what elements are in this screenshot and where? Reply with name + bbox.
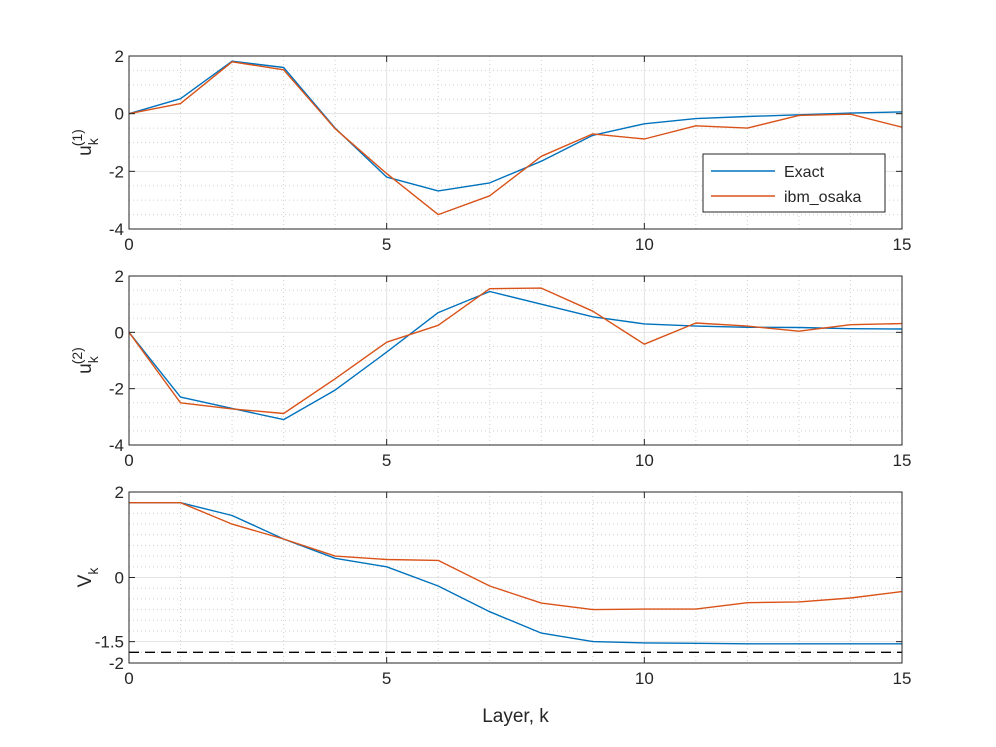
y-tick-label: 2 — [115, 47, 124, 66]
series-line-ibm-osaka — [129, 502, 903, 611]
ylabel-u1: uk(1) — [69, 129, 101, 156]
series-u2 — [128, 287, 903, 421]
ticks-u2: 0 5 10 15 -4 -2 0 2 — [109, 267, 912, 470]
series-line-exact — [129, 502, 902, 645]
legend: Exact ibm_osaka — [702, 153, 886, 213]
x-tick-label: 5 — [382, 669, 391, 688]
legend-label-ibm-osaka: ibm_osaka — [784, 189, 861, 206]
x-tick-label: 0 — [124, 451, 133, 470]
series-line-exact — [128, 290, 903, 421]
y-tick-label: -4 — [109, 436, 124, 455]
y-tick-label: 0 — [115, 105, 124, 124]
x-tick-label: 5 — [382, 235, 391, 254]
subplot-u1: 0 5 10 15 -4 -2 0 2 uk(1) Exact ibm_osaka — [69, 47, 911, 254]
x-tick-label: 10 — [635, 451, 654, 470]
y-tick-label: 2 — [115, 267, 124, 286]
y-tick-label: 0 — [115, 323, 124, 342]
series-v — [129, 502, 903, 654]
ylabel-u2: uk(2) — [69, 347, 101, 374]
series-line-exact — [128, 60, 903, 192]
x-axis-label: Layer, k — [482, 706, 549, 727]
series-line-ibm-osaka — [128, 287, 903, 415]
ticks-v: 0 5 10 15-2-1.502 — [95, 483, 912, 688]
x-tick-label: 15 — [893, 669, 912, 688]
y-tick-label: -2 — [109, 380, 124, 399]
x-tick-label: 0 — [124, 669, 133, 688]
y-tick-label: 0 — [115, 569, 124, 588]
x-tick-label: 15 — [893, 451, 912, 470]
axes-frame-u1 — [128, 55, 903, 230]
axes-frame-u2 — [128, 275, 903, 446]
x-tick-label: 10 — [635, 235, 654, 254]
y-tick-label: -1.5 — [95, 633, 124, 652]
legend-label-exact: Exact — [784, 164, 825, 181]
y-tick-label: 2 — [115, 483, 124, 502]
subplot-u2: 0 5 10 15 -4 -2 0 2 uk(2) — [69, 267, 911, 470]
y-tick-label: -4 — [109, 220, 124, 239]
x-tick-label: 5 — [382, 451, 391, 470]
y-tick-label: -2 — [109, 654, 124, 673]
x-tick-label: 10 — [635, 669, 654, 688]
series-u1 — [128, 60, 903, 216]
y-tick-label: -2 — [109, 162, 124, 181]
legend-box — [702, 153, 886, 213]
series-line-ibm-osaka — [128, 61, 903, 216]
x-tick-label: 15 — [893, 235, 912, 254]
subplot-v: 0 5 10 15-2-1.502 Vk — [75, 483, 911, 688]
ticks-u1: 0 5 10 15 -4 -2 0 2 — [109, 47, 912, 254]
x-tick-label: 0 — [124, 235, 133, 254]
ylabel-v: Vk — [75, 567, 101, 588]
